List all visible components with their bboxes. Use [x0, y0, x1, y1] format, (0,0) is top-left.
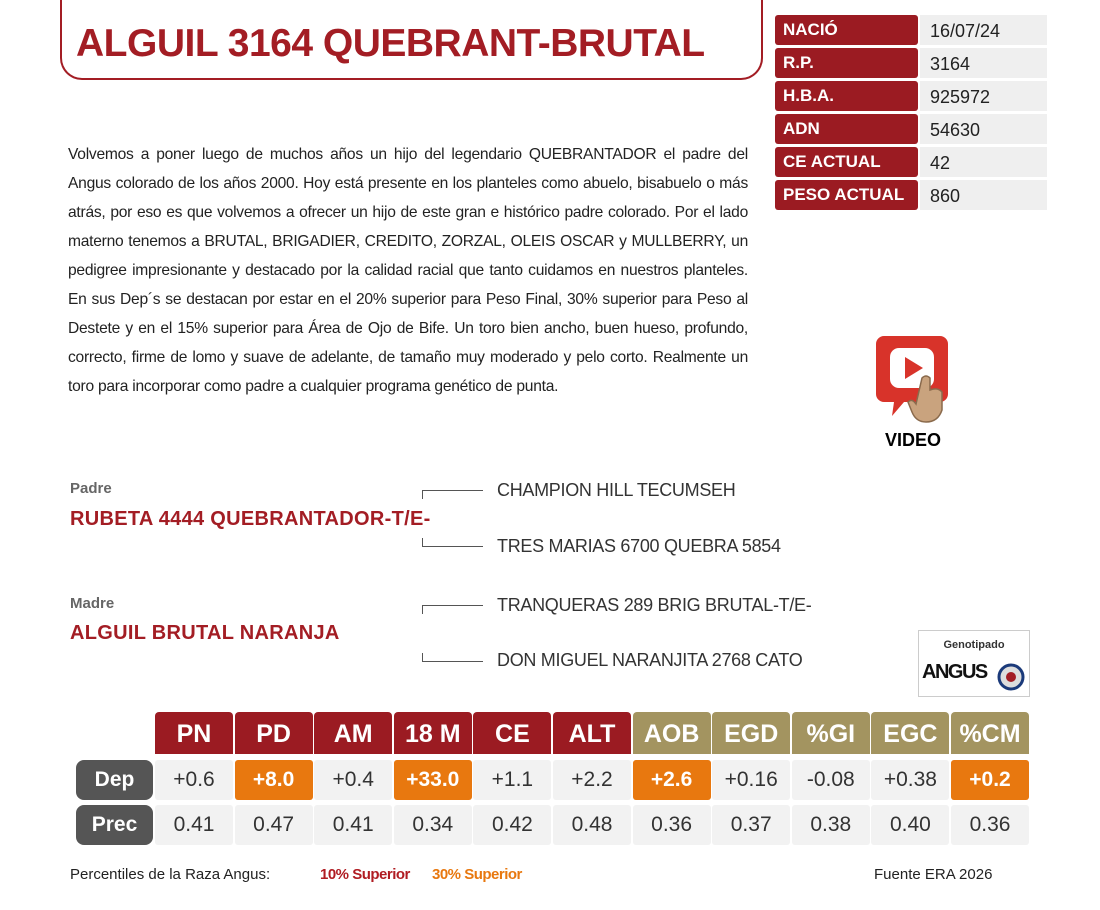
dep-header: EGC: [871, 712, 950, 754]
info-value: 860: [920, 180, 1047, 210]
dep-value: 0.37: [712, 805, 791, 845]
info-label: NACIÓ: [775, 15, 918, 45]
pedigree-role: Padre: [70, 480, 112, 497]
dep-value: 0.41: [314, 805, 393, 845]
dep-value: 0.42: [473, 805, 552, 845]
dep-value: +0.2: [951, 760, 1029, 800]
dep-value: 0.41: [155, 805, 233, 845]
info-value: 54630: [920, 114, 1047, 144]
badge-seal: [997, 663, 1025, 691]
bracket: [422, 605, 483, 614]
info-value: 16/07/24: [920, 15, 1047, 45]
badge-title: Genotipado: [943, 639, 1005, 651]
dep-header: PN: [155, 712, 233, 754]
info-value: 3164: [920, 48, 1047, 78]
dep-header: 18 M: [393, 712, 472, 754]
dep-value: +2.2: [553, 760, 631, 800]
dep-value: 0.40: [871, 805, 950, 845]
dep-value: +1.1: [473, 760, 552, 800]
legend-top10: 10% Superior: [320, 866, 410, 883]
title: ALGUIL 3164 QUEBRANT-BRUTAL: [76, 22, 705, 65]
info-label: R.P.: [775, 48, 918, 78]
info-label: PESO ACTUAL: [775, 180, 918, 210]
dep-value: +0.38: [871, 760, 950, 800]
bracket: [422, 653, 483, 662]
grandparent: TRES MARIAS 6700 QUEBRA 5854: [497, 536, 781, 556]
dep-value: +0.6: [155, 760, 233, 800]
dep-header: %CM: [951, 712, 1029, 754]
dep-header: AOB: [632, 712, 711, 754]
dep-value: +0.16: [712, 760, 791, 800]
info-value: 42: [920, 147, 1047, 177]
dep-header: CE: [473, 712, 552, 754]
pedigree-name: RUBETA 4444 QUEBRANTADOR-T/E-: [70, 508, 431, 530]
grandparent: CHAMPION HILL TECUMSEH: [497, 480, 736, 500]
dep-value: +33.0: [393, 760, 472, 800]
dep-header: %GI: [791, 712, 870, 754]
bracket: [422, 538, 483, 547]
dep-header: ALT: [553, 712, 631, 754]
description: Volvemos a poner luego de muchos años un…: [68, 146, 748, 395]
row-label: Prec: [76, 805, 153, 845]
bracket: [422, 490, 483, 499]
dep-value: -0.08: [791, 760, 870, 800]
pedigree-name: ALGUIL BRUTAL NARANJA: [70, 622, 340, 644]
video-icon[interactable]: [874, 334, 956, 428]
dep-value: +8.0: [234, 760, 313, 800]
dep-header: AM: [314, 712, 393, 754]
info-value: 925972: [920, 81, 1047, 111]
dep-value: 0.36: [632, 805, 711, 845]
dep-value: 0.47: [234, 805, 313, 845]
pedigree-role: Madre: [70, 595, 115, 612]
grandparent: DON MIGUEL NARANJITA 2768 CATO: [497, 650, 803, 670]
legend-top30: 30% Superior: [432, 866, 522, 883]
dep-value: 0.34: [393, 805, 472, 845]
dep-value: 0.48: [553, 805, 631, 845]
dep-value: 0.38: [791, 805, 870, 845]
source: Fuente ERA 2026: [874, 866, 993, 883]
video-label[interactable]: VIDEO: [884, 430, 941, 450]
row-label: Dep: [76, 760, 153, 800]
genotype-badge: Genotipado ANGUS: [918, 630, 1030, 697]
info-label: H.B.A.: [775, 81, 918, 111]
info-label: CE ACTUAL: [775, 147, 918, 177]
dep-header: PD: [234, 712, 313, 754]
legend-label: Percentiles de la Raza Angus:: [70, 866, 271, 883]
dep-value: +0.4: [314, 760, 393, 800]
dep-value: 0.36: [951, 805, 1029, 845]
grandparent: TRANQUERAS 289 BRIG BRUTAL-T/E-: [497, 595, 812, 615]
title-frame: [60, 0, 763, 80]
badge-brand: ANGUS: [922, 661, 988, 683]
dep-header: EGD: [712, 712, 791, 754]
dep-value: +2.6: [632, 760, 711, 800]
info-label: ADN: [775, 114, 918, 144]
